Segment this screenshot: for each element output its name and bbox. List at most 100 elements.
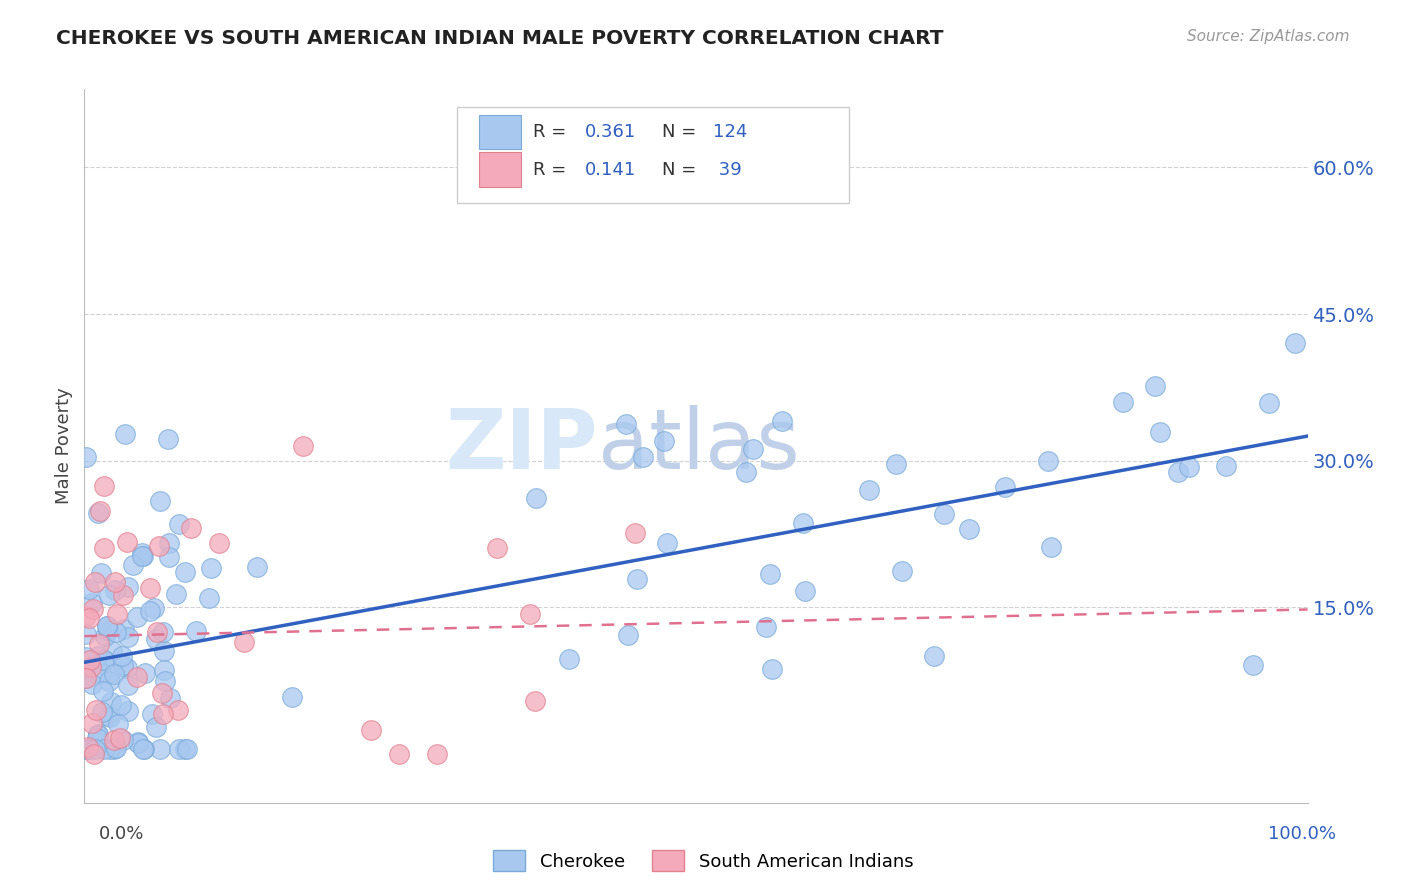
Y-axis label: Male Poverty: Male Poverty: [55, 388, 73, 504]
Text: R =: R =: [533, 123, 572, 141]
Point: [957, 522, 980, 536]
Point: [1167, 466, 1189, 480]
Point: [103, 732, 125, 747]
Point: [1241, 658, 1264, 673]
Point: [127, 670, 149, 684]
Point: [148, 539, 170, 553]
Point: [111, 648, 134, 663]
Point: [623, 525, 645, 540]
FancyBboxPatch shape: [479, 153, 522, 187]
Point: [735, 465, 758, 479]
Point: [759, 566, 782, 581]
Point: [145, 632, 167, 646]
Point: [1215, 458, 1237, 473]
Point: [626, 572, 648, 586]
Point: [111, 588, 134, 602]
Point: [83, 742, 105, 756]
Text: 39: 39: [713, 161, 742, 178]
Point: [176, 742, 198, 756]
Point: [115, 661, 138, 675]
Point: [200, 561, 222, 575]
Point: [519, 607, 541, 621]
Point: [84, 703, 107, 717]
Point: [98, 665, 121, 680]
Point: [96, 619, 118, 633]
Point: [169, 516, 191, 531]
Point: [76, 608, 98, 623]
Point: [93, 479, 115, 493]
Point: [761, 662, 783, 676]
Point: [655, 536, 678, 550]
Point: [149, 742, 172, 756]
Point: [755, 619, 778, 633]
Point: [134, 666, 156, 681]
Point: [117, 630, 139, 644]
Point: [87, 727, 110, 741]
Point: [98, 742, 121, 756]
Point: [208, 536, 231, 550]
Point: [1149, 425, 1171, 439]
Point: [157, 535, 180, 549]
Point: [83, 747, 105, 761]
Point: [1112, 394, 1135, 409]
Point: [93, 684, 115, 698]
Point: [79, 653, 101, 667]
Point: [121, 558, 143, 573]
Point: [150, 686, 173, 700]
Text: R =: R =: [533, 161, 572, 178]
Point: [77, 739, 100, 754]
Point: [93, 653, 115, 667]
Point: [79, 742, 101, 756]
Point: [993, 480, 1015, 494]
Point: [82, 715, 104, 730]
Point: [90, 666, 112, 681]
Text: 0.141: 0.141: [585, 161, 636, 178]
Point: [174, 566, 197, 580]
Point: [96, 619, 118, 633]
Point: [75, 627, 97, 641]
Point: [360, 723, 382, 737]
Point: [186, 624, 208, 639]
Text: 100.0%: 100.0%: [1268, 825, 1336, 843]
Point: [1178, 460, 1201, 475]
Point: [77, 611, 100, 625]
Text: 124: 124: [713, 123, 748, 141]
Point: [153, 644, 176, 658]
Point: [890, 564, 912, 578]
Point: [112, 658, 135, 673]
Point: [93, 541, 115, 556]
Point: [932, 507, 955, 521]
Point: [87, 637, 110, 651]
Point: [246, 559, 269, 574]
Point: [922, 648, 945, 663]
Point: [153, 664, 176, 678]
Point: [145, 721, 167, 735]
Point: [631, 450, 654, 464]
Point: [100, 695, 122, 709]
Point: [97, 589, 120, 603]
Point: [742, 442, 765, 457]
Point: [75, 672, 97, 686]
Point: [156, 432, 179, 446]
Point: [155, 674, 177, 689]
Point: [114, 427, 136, 442]
Point: [80, 659, 103, 673]
Point: [198, 591, 221, 605]
Point: [93, 629, 115, 643]
Point: [770, 414, 793, 428]
Point: [110, 731, 132, 745]
Point: [115, 535, 138, 549]
Point: [97, 623, 120, 637]
Point: [107, 716, 129, 731]
Point: [524, 491, 547, 505]
Point: [138, 581, 160, 595]
Point: [146, 624, 169, 639]
Point: [79, 582, 101, 597]
Point: [152, 625, 174, 640]
Point: [87, 506, 110, 520]
Point: [104, 625, 127, 640]
Point: [90, 566, 112, 581]
Point: [127, 735, 149, 749]
Point: [617, 628, 640, 642]
Point: [117, 704, 139, 718]
